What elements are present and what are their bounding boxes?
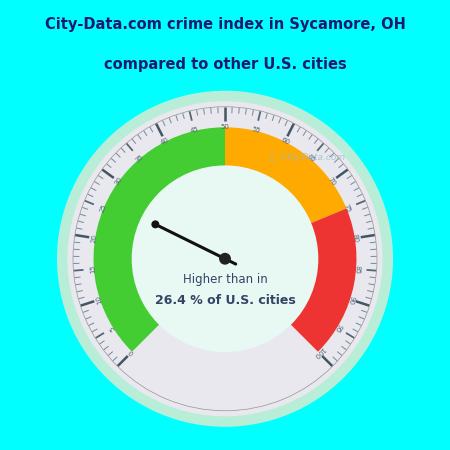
Text: 75: 75 xyxy=(343,203,351,213)
Text: 60: 60 xyxy=(279,136,290,146)
Text: 15: 15 xyxy=(90,265,97,274)
Wedge shape xyxy=(291,208,356,352)
Text: 70: 70 xyxy=(327,176,337,186)
Text: 20: 20 xyxy=(91,233,98,243)
Text: 5: 5 xyxy=(108,324,116,331)
Text: 45: 45 xyxy=(189,126,199,134)
Text: 65: 65 xyxy=(306,153,316,163)
Text: 100: 100 xyxy=(311,345,325,359)
Text: 55: 55 xyxy=(251,126,261,134)
Circle shape xyxy=(58,91,392,426)
Wedge shape xyxy=(225,127,346,223)
Circle shape xyxy=(152,221,159,228)
Wedge shape xyxy=(72,106,378,411)
Text: 25: 25 xyxy=(99,203,107,213)
Wedge shape xyxy=(94,127,225,352)
Text: 95: 95 xyxy=(333,323,342,333)
Text: City-Data.com crime index in Sycamore, OH: City-Data.com crime index in Sycamore, O… xyxy=(45,17,405,32)
Text: ⓘ  City-Data.com: ⓘ City-Data.com xyxy=(270,153,345,162)
Text: compared to other U.S. cities: compared to other U.S. cities xyxy=(104,57,346,72)
Text: 80: 80 xyxy=(352,233,359,243)
Text: 30: 30 xyxy=(113,176,123,186)
Circle shape xyxy=(68,102,382,416)
Text: 10: 10 xyxy=(95,294,104,305)
Text: 50: 50 xyxy=(220,124,230,130)
Text: 85: 85 xyxy=(353,265,360,274)
Circle shape xyxy=(132,166,318,351)
Text: 40: 40 xyxy=(160,136,170,146)
Text: 0: 0 xyxy=(128,349,135,356)
Circle shape xyxy=(220,253,230,264)
Text: 26.4 % of U.S. cities: 26.4 % of U.S. cities xyxy=(155,294,295,307)
Text: Higher than in: Higher than in xyxy=(183,273,267,286)
Text: 90: 90 xyxy=(346,294,355,305)
Text: 35: 35 xyxy=(134,153,144,163)
